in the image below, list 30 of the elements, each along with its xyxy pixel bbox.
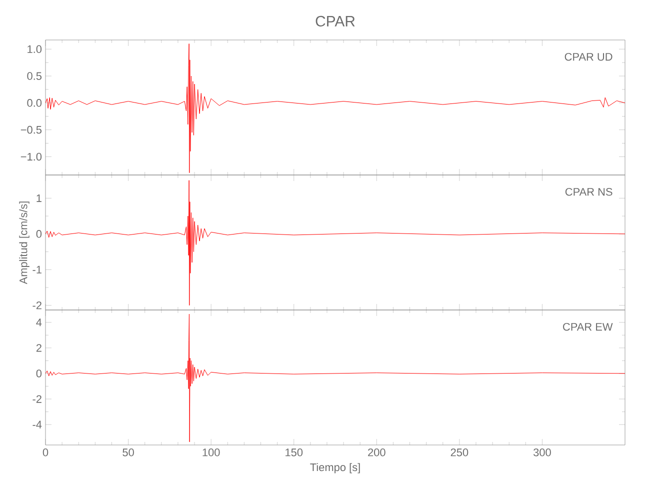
x-tick-label: 300 [534,448,551,456]
x-tick-label: 200 [368,448,386,456]
y-tick-label: -2 [32,395,42,403]
annotation: CPAR EW [563,322,613,331]
line-series [46,180,626,306]
y-tick-label: -4 [32,420,42,428]
y-tick-label: 0 [36,230,42,238]
y-tick-label: 4 [36,318,42,326]
line-series [46,43,626,174]
y-tick-label: 0.5 [27,72,42,80]
y-axis-title: Amplitud [cm/s/s] [19,202,30,284]
x-tick-label: 0 [42,448,48,456]
chart-title: CPAR [316,16,355,26]
x-axis-title: Tiempo [s] [310,463,360,474]
y-tick-label: 0.0 [27,99,42,107]
x-tick-label: 250 [450,448,468,456]
line-series [46,314,626,442]
y-tick-label: 1.0 [28,45,42,54]
annotation: CPAR UD [564,52,612,61]
y-tick-label: −0.5 [20,126,42,134]
y-tick-label: 2 [36,344,42,352]
y-tick-label: 1 [36,194,42,202]
annotation: CPAR NS [565,188,612,196]
x-tick-label: 150 [286,448,303,456]
y-tick-label: -1 [32,266,42,274]
y-tick-label: 0 [36,370,42,378]
y-tick-label: -2 [32,302,42,310]
x-tick-label: 100 [202,448,220,456]
y-tick-label: −1.0 [20,152,42,161]
x-tick-label: 50 [122,448,134,456]
